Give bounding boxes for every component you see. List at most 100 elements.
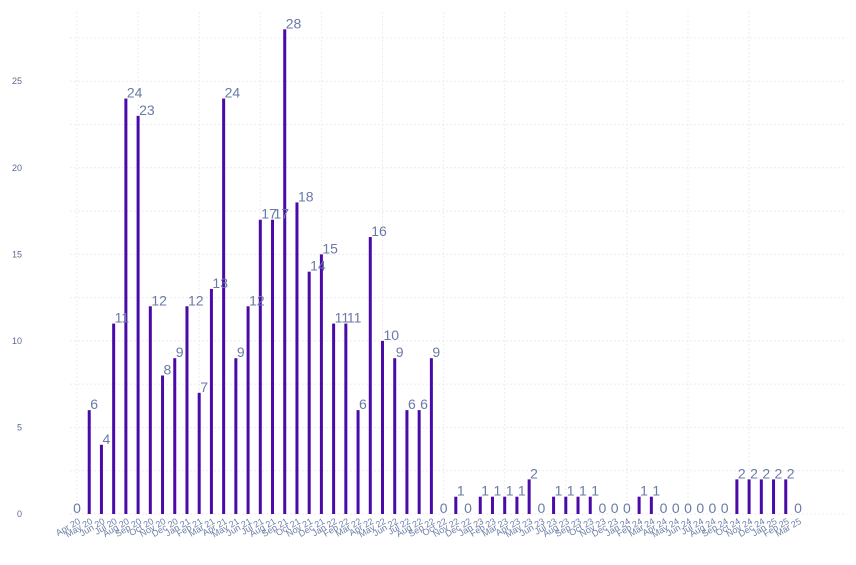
data-label: 2 [738, 465, 746, 481]
data-label: 9 [432, 344, 440, 360]
bar [99, 444, 103, 514]
data-label: 13 [212, 275, 228, 291]
data-label: 0 [660, 500, 668, 516]
y-tick-label: 20 [12, 163, 22, 173]
bar [784, 479, 788, 514]
bar [332, 323, 336, 514]
data-label: 0 [464, 500, 472, 516]
bar [161, 375, 165, 514]
bar [552, 496, 556, 514]
data-label: 12 [188, 292, 204, 308]
bar [478, 496, 482, 514]
data-label: 18 [298, 188, 314, 204]
data-label: 9 [396, 344, 404, 360]
bar [368, 237, 372, 514]
data-labels: 0641124231289127132491217172818141511116… [73, 15, 802, 516]
data-label: 23 [139, 102, 155, 118]
bar [454, 496, 458, 514]
bar [258, 219, 262, 515]
bar [136, 115, 140, 515]
bar [527, 479, 531, 514]
bar [393, 358, 397, 514]
bar [735, 479, 739, 514]
data-label: 1 [457, 483, 465, 499]
data-label: 0 [537, 500, 545, 516]
data-label: 24 [225, 85, 241, 101]
data-label: 1 [506, 483, 514, 499]
bar [381, 340, 384, 514]
data-label: 1 [567, 483, 575, 499]
bar [173, 358, 177, 514]
bar [307, 271, 311, 514]
bar [515, 496, 519, 514]
bar [319, 254, 323, 514]
bar [271, 219, 275, 515]
data-label: 0 [73, 500, 81, 516]
bar [185, 306, 189, 514]
data-label: 2 [530, 465, 538, 481]
data-label: 2 [775, 465, 783, 481]
data-label: 0 [709, 500, 717, 516]
data-label: 9 [237, 344, 245, 360]
data-label: 0 [599, 500, 607, 516]
bar [283, 29, 287, 515]
data-label: 12 [249, 292, 265, 308]
data-label: 1 [481, 483, 489, 499]
y-tick-label: 10 [12, 336, 22, 346]
bar [197, 392, 201, 514]
data-label: 0 [672, 500, 680, 516]
bar [295, 202, 299, 514]
data-label: 11 [335, 310, 350, 326]
data-label: 4 [102, 431, 110, 447]
data-label: 0 [696, 500, 704, 516]
bar [649, 496, 653, 514]
data-label: 6 [408, 396, 416, 412]
bar [112, 323, 116, 514]
bar [356, 410, 360, 514]
data-label: 1 [518, 483, 526, 499]
data-label: 9 [176, 344, 184, 360]
data-label: 1 [555, 483, 563, 499]
data-label: 0 [721, 500, 729, 516]
bar [148, 306, 152, 514]
data-label: 11 [115, 310, 130, 326]
bar [490, 496, 494, 514]
data-label: 17 [261, 206, 277, 222]
y-tick-label: 25 [12, 76, 22, 86]
data-label: 0 [684, 500, 692, 516]
bar [417, 410, 421, 514]
data-label: 17 [274, 206, 290, 222]
bar [246, 306, 250, 514]
y-tick-label: 15 [12, 249, 22, 259]
bar [87, 410, 91, 514]
y-axis-ticks: 0 5 10 15 20 25 [12, 76, 22, 519]
bar [503, 496, 507, 514]
data-label: 14 [310, 258, 326, 274]
data-label: 2 [750, 465, 758, 481]
data-label: 1 [579, 483, 587, 499]
bar [222, 98, 226, 514]
data-label: 12 [151, 292, 167, 308]
data-label: 15 [322, 240, 338, 256]
bar [209, 288, 213, 514]
data-label: 6 [90, 396, 98, 412]
bar [772, 479, 776, 514]
bar [588, 496, 592, 514]
bar [344, 323, 348, 514]
data-label: 0 [794, 500, 802, 516]
data-label: 1 [652, 483, 660, 499]
data-label: 0 [623, 500, 631, 516]
bar [759, 479, 763, 514]
y-tick-label: 5 [17, 422, 22, 432]
data-label: 1 [591, 483, 599, 499]
bar [405, 410, 409, 514]
data-label: 2 [787, 465, 795, 481]
bar [576, 496, 580, 514]
data-label: 6 [420, 396, 428, 412]
data-label: 2 [762, 465, 770, 481]
data-label: 11 [347, 310, 362, 326]
data-label: 28 [286, 15, 302, 31]
data-label: 7 [200, 379, 208, 395]
